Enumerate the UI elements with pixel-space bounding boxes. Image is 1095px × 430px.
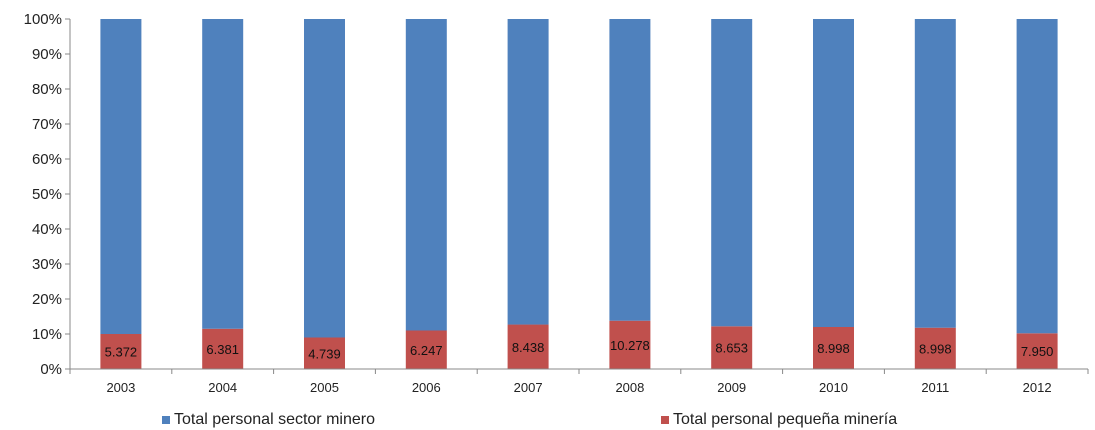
stacked-bar-chart: 0%10%20%30%40%50%60%70%80%90%100% 2003 20… xyxy=(24,11,1089,395)
x-tick-label: 2004 xyxy=(208,380,237,395)
legend-item-pequena-mineria: Total personal pequeña minería xyxy=(661,411,897,429)
data-label-pequena-mineria: 5.372 xyxy=(105,345,138,360)
bar-segment-sector-minero xyxy=(609,19,651,321)
y-tick-label: 50% xyxy=(32,186,62,203)
bar-segment-pequena-mineria xyxy=(405,330,447,369)
legend-swatch-sector-minero xyxy=(162,416,170,424)
bar-segment-pequena-mineria xyxy=(609,320,651,369)
legend-label-pequena-mineria: Total personal pequeña minería xyxy=(673,411,898,428)
bar-segment-sector-minero xyxy=(914,19,956,328)
x-tick-label: 2008 xyxy=(615,380,644,395)
bar-segment-sector-minero xyxy=(507,19,549,325)
x-axis: 2003 2004 2005 2006 2007 2008 2009 2010 2011 2012 xyxy=(69,368,1089,395)
bar-segment-pequena-mineria xyxy=(711,326,753,369)
bar-segment-pequena-mineria xyxy=(100,334,142,369)
bar-segment-sector-minero xyxy=(405,19,447,331)
bars xyxy=(100,19,1058,369)
data-labels: 5.372 6.381 4.739 6.247 8.438 10.278 8.653 8.99… xyxy=(105,338,1054,361)
bar-segment-sector-minero xyxy=(1016,19,1058,334)
data-label-pequena-mineria: 10.278 xyxy=(610,338,650,353)
data-label-pequena-mineria: 7.950 xyxy=(1021,344,1054,359)
data-label-pequena-mineria: 8.998 xyxy=(919,341,952,356)
bar-segment-sector-minero xyxy=(813,19,854,327)
legend-swatch-pequena-mineria xyxy=(661,416,669,424)
bar-segment-pequena-mineria xyxy=(202,328,244,369)
bar-segment-pequena-mineria xyxy=(914,327,956,369)
y-tick-label: 100% xyxy=(24,11,62,28)
bar-segment-sector-minero xyxy=(202,19,244,329)
y-tick-label: 70% xyxy=(32,116,62,133)
legend-item-sector-minero: Total personal sector minero xyxy=(162,411,375,429)
y-tick-label: 20% xyxy=(32,291,62,308)
bar-segment-sector-minero xyxy=(711,19,753,327)
bar-segment-pequena-mineria xyxy=(1016,333,1058,369)
x-tick-label: 2010 xyxy=(819,380,848,395)
x-tick-label: 2011 xyxy=(921,380,949,395)
x-tick-label: 2003 xyxy=(106,380,135,395)
y-tick-label: 40% xyxy=(32,221,62,238)
y-tick-label: 10% xyxy=(32,326,62,343)
y-tick-label: 0% xyxy=(40,361,62,378)
bar-segment-sector-minero xyxy=(100,19,142,334)
y-tick-label: 90% xyxy=(32,46,62,63)
y-tick-label: 60% xyxy=(32,151,62,168)
x-tick-label: 2005 xyxy=(310,380,339,395)
bar-segment-pequena-mineria xyxy=(813,327,854,369)
data-label-pequena-mineria: 4.739 xyxy=(308,346,341,361)
y-tick-label: 80% xyxy=(32,81,62,98)
data-label-pequena-mineria: 8.438 xyxy=(512,340,545,355)
legend-label-sector-minero: Total personal sector minero xyxy=(174,411,375,428)
x-tick-label: 2012 xyxy=(1023,380,1052,395)
bar-segment-pequena-mineria xyxy=(507,324,549,369)
legend: Total personal sector minero Total perso… xyxy=(0,411,1095,429)
x-tick-label: 2006 xyxy=(412,380,441,395)
data-label-pequena-mineria: 8.653 xyxy=(715,341,748,356)
data-label-pequena-mineria: 6.247 xyxy=(410,343,443,358)
bar-segment-pequena-mineria xyxy=(304,337,345,369)
y-tick-label: 30% xyxy=(32,256,62,273)
data-label-pequena-mineria: 6.381 xyxy=(206,342,239,357)
bar-segment-sector-minero xyxy=(304,19,345,338)
y-axis: 0% 10% 20% 30% 40% 50% 60% 70% 80% 90% 100% xyxy=(24,11,71,378)
x-tick-label: 2009 xyxy=(717,380,746,395)
x-tick-label: 2007 xyxy=(514,380,543,395)
data-label-pequena-mineria: 8.998 xyxy=(817,341,850,356)
